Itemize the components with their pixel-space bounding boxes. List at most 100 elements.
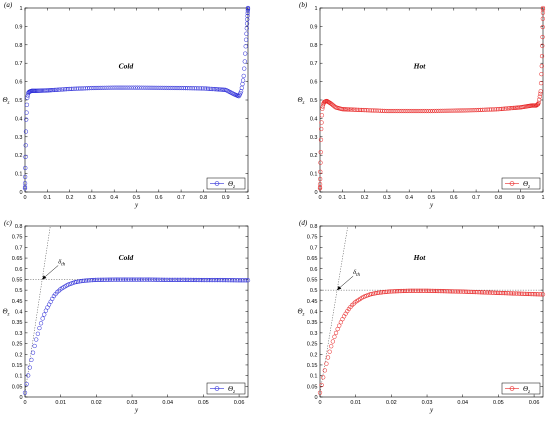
- y-tick-label: 0.45: [307, 299, 318, 305]
- plot-frame: [319, 7, 544, 193]
- data-point: [244, 21, 250, 26]
- data-point: [317, 390, 323, 395]
- y-tick-label: 0.2: [15, 352, 23, 358]
- data-point: [130, 277, 135, 282]
- y-tick-label: 0.65: [307, 256, 318, 262]
- data-point: [370, 291, 376, 296]
- data-point: [524, 291, 530, 297]
- data-point: [532, 292, 538, 297]
- data-point: [407, 288, 412, 293]
- data-point: [25, 95, 30, 100]
- data-point: [340, 317, 345, 322]
- data-point: [64, 87, 69, 92]
- data-point: [56, 87, 61, 92]
- data-point: [74, 279, 79, 285]
- data-point: [23, 154, 28, 160]
- data-point: [154, 277, 159, 282]
- data-point: [345, 107, 351, 112]
- data-point: [181, 277, 186, 283]
- y-tick-label: 0.1: [15, 374, 23, 380]
- y-axis-label: Θz: [297, 96, 304, 106]
- data-point: [114, 85, 120, 90]
- data-point: [359, 107, 364, 113]
- data-point: [538, 81, 544, 86]
- data-point: [495, 290, 501, 296]
- data-point: [329, 344, 334, 349]
- data-point: [485, 107, 490, 112]
- y-tick-label: 0.75: [307, 235, 318, 241]
- data-point: [71, 86, 76, 91]
- data-point: [233, 278, 238, 283]
- data-point: [337, 323, 342, 328]
- data-point: [319, 120, 324, 125]
- y-axis-label: Θz: [2, 96, 9, 106]
- data-point: [23, 165, 28, 171]
- data-point: [131, 277, 137, 282]
- y-tick-label: 0.05: [307, 384, 318, 390]
- data-point: [475, 289, 480, 295]
- data-point: [46, 302, 52, 307]
- data-point: [199, 277, 204, 283]
- data-point: [357, 107, 363, 113]
- data-point: [95, 277, 100, 283]
- data-point: [536, 292, 541, 297]
- data-point: [405, 108, 410, 114]
- data-point: [409, 288, 414, 293]
- data-point: [122, 277, 127, 282]
- data-point: [23, 174, 28, 180]
- annotation-arrowhead: [337, 285, 342, 291]
- data-point: [231, 91, 236, 96]
- data-point: [245, 8, 250, 14]
- data-point: [455, 289, 461, 294]
- data-point: [349, 302, 355, 308]
- data-point: [489, 290, 494, 295]
- y-tick-label: 0.5: [15, 288, 23, 294]
- data-point: [345, 309, 350, 314]
- data-point: [40, 316, 45, 321]
- data-point: [500, 290, 506, 296]
- data-point: [77, 279, 82, 284]
- data-point: [521, 291, 526, 296]
- data-point: [135, 277, 140, 282]
- data-point: [439, 288, 445, 294]
- data-point: [422, 108, 427, 114]
- data-point: [101, 277, 106, 282]
- data-point: [243, 44, 248, 49]
- data-point: [226, 89, 231, 94]
- data-point: [151, 85, 157, 90]
- data-point: [526, 291, 531, 297]
- data-point: [72, 280, 77, 285]
- data-point: [22, 390, 28, 395]
- data-point: [327, 349, 332, 354]
- data-point: [239, 85, 244, 91]
- data-point: [452, 289, 457, 294]
- data-point: [139, 85, 144, 90]
- data-point: [98, 277, 103, 282]
- data-point: [61, 87, 66, 92]
- data-point: [234, 278, 239, 283]
- data-point: [188, 277, 193, 283]
- data-point: [513, 291, 518, 296]
- legend: Θz: [501, 177, 541, 190]
- data-point: [30, 350, 36, 355]
- data-point: [183, 277, 188, 283]
- data-point: [369, 108, 374, 113]
- data-point: [321, 375, 326, 380]
- data-point: [507, 291, 512, 296]
- y-axis-label: Θz: [2, 308, 9, 318]
- panel-label: (a): [4, 1, 13, 9]
- y-tick-label: 0.8: [15, 43, 23, 49]
- data-point: [144, 277, 150, 282]
- data-point: [432, 108, 437, 114]
- data-point: [454, 289, 459, 294]
- y-tick-label: 0.7: [15, 245, 23, 251]
- data-point: [422, 288, 427, 293]
- y-tick-label: 0.2: [310, 352, 318, 358]
- y-tick-label: 1: [19, 6, 22, 12]
- data-point: [318, 137, 324, 142]
- y-tick-label: 0.3: [15, 331, 23, 337]
- data-point: [417, 288, 422, 293]
- data-point: [450, 108, 456, 113]
- data-point: [510, 291, 515, 296]
- data-point: [360, 107, 366, 113]
